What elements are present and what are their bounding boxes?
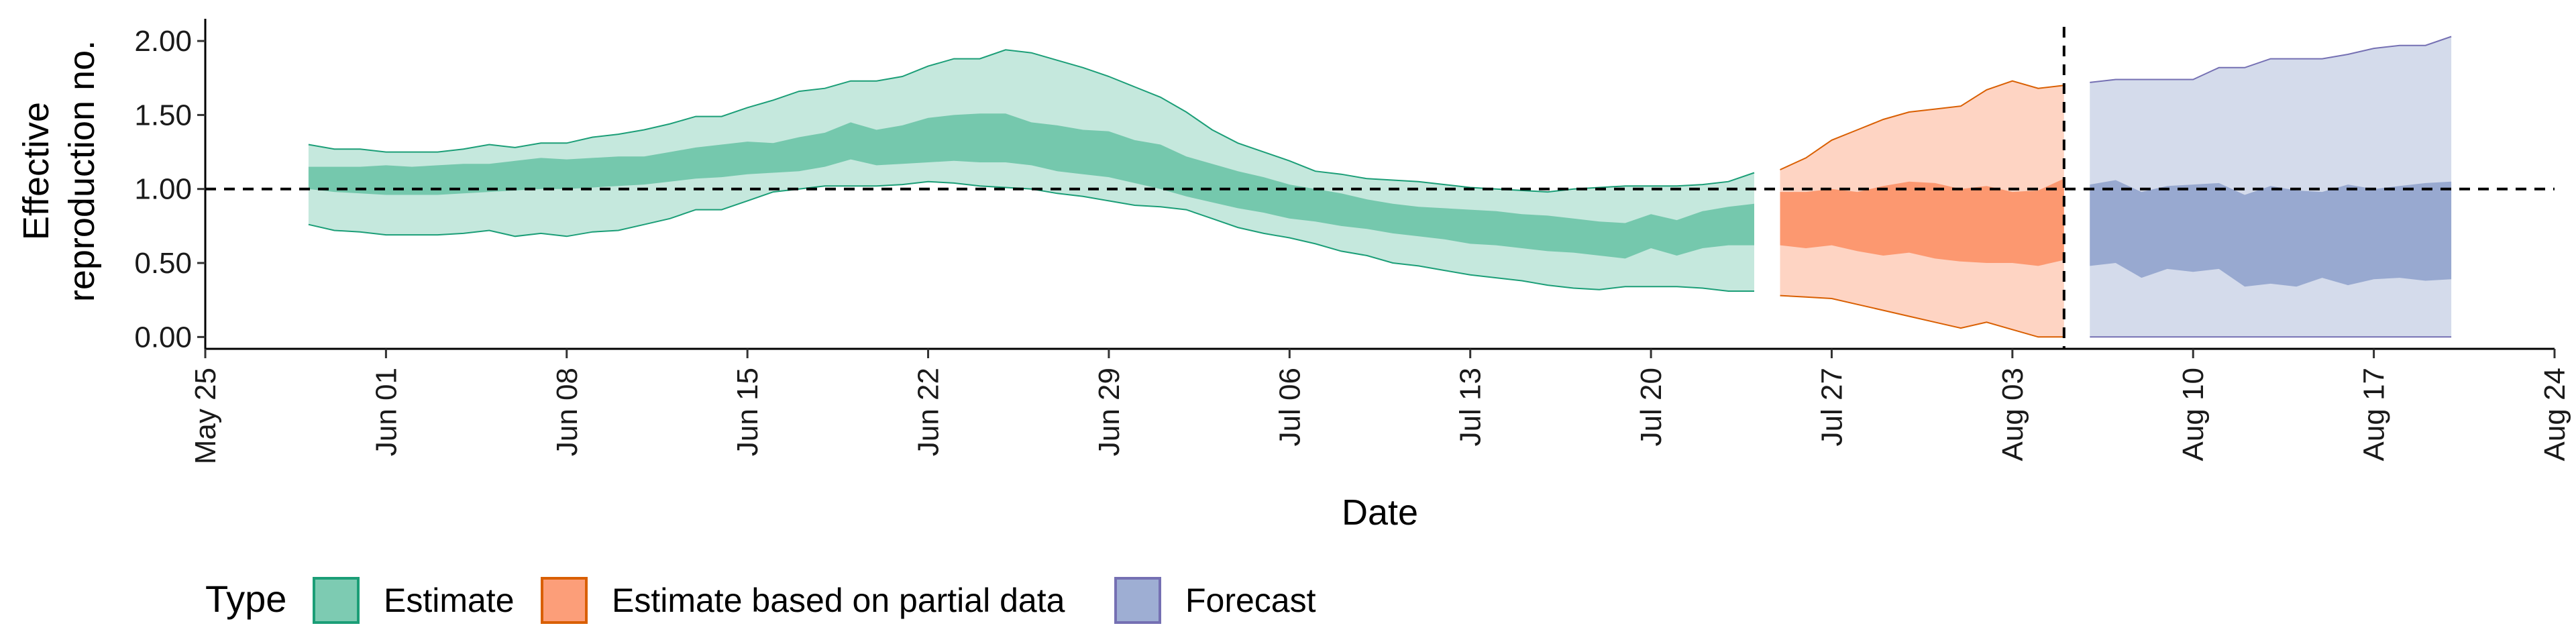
x-tick-label: Jul 06 bbox=[1273, 368, 1306, 446]
legend-title: Type bbox=[205, 578, 286, 620]
legend-swatch-estimate-based-on-partial-data bbox=[541, 577, 588, 624]
legend-item-estimate: Estimate bbox=[313, 577, 515, 624]
y-tick-label: 1.00 bbox=[134, 173, 192, 206]
legend-label-estimate-based-on-partial-data: Estimate based on partial data bbox=[612, 582, 1065, 619]
y-tick-label: 1.50 bbox=[134, 99, 192, 131]
x-tick-label: Aug 10 bbox=[2177, 368, 2210, 461]
x-tick-label: Aug 03 bbox=[1996, 368, 2029, 461]
x-tick-label: Jun 15 bbox=[731, 368, 764, 456]
series-estimate-based-on-partial-data bbox=[1780, 80, 2064, 338]
x-tick-label: Jun 01 bbox=[370, 368, 402, 456]
series-forecast bbox=[2090, 36, 2452, 338]
x-tick-label: Jul 20 bbox=[1635, 368, 1668, 446]
y-axis-title: Effective reproduction no. bbox=[16, 40, 102, 302]
x-tick-label: Aug 17 bbox=[2358, 368, 2391, 461]
legend-swatch-forecast bbox=[1114, 577, 1161, 624]
forecast-inner-band bbox=[2090, 180, 2452, 287]
estimate-outer-lower-line bbox=[308, 180, 1754, 292]
legend-swatch-estimate bbox=[313, 577, 360, 624]
y-axis-title-line-2: reproduction no. bbox=[62, 40, 102, 302]
y-axis: 0.00 0.50 1.00 1.50 2.00 bbox=[134, 19, 207, 354]
legend-item-estimate-based-on-partial-data: Estimate based on partial data bbox=[541, 577, 1065, 624]
legend: Type Estimate Estimate based on partial d… bbox=[205, 577, 1316, 624]
estimate-based-on-partial-data-inner-band bbox=[1780, 178, 2064, 266]
x-tick-label: Jul 27 bbox=[1816, 368, 1849, 446]
x-tick-label: Jun 08 bbox=[551, 368, 584, 456]
estimate-based-on-partial-data-outer-upper-line bbox=[1780, 80, 2064, 170]
estimate-based-on-partial-data-outer-lower-line bbox=[1780, 294, 2064, 338]
legend-item-forecast: Forecast bbox=[1114, 577, 1316, 624]
legend-label-forecast: Forecast bbox=[1185, 582, 1316, 619]
x-axis: May 25 Jun 01 Jun 08 Jun 15 Jun 22 Jun 29 Jul … bbox=[189, 347, 2571, 464]
reference-lines bbox=[205, 27, 2555, 349]
x-tick-label: Jul 13 bbox=[1454, 368, 1487, 446]
series-estimate bbox=[308, 49, 1755, 292]
x-tick-label: Jun 22 bbox=[912, 368, 945, 456]
estimate-inner-band bbox=[308, 113, 1755, 259]
forecast-outer-upper-line bbox=[2090, 36, 2452, 83]
x-tick-label: Jun 29 bbox=[1093, 368, 1126, 456]
y-tick-label: 2.00 bbox=[134, 25, 192, 58]
y-tick-label: 0.50 bbox=[134, 247, 192, 280]
y-tick-label: 0.00 bbox=[134, 321, 192, 354]
x-tick-label: Aug 24 bbox=[2538, 368, 2571, 461]
series-bands bbox=[308, 36, 2452, 338]
x-tick-label: May 25 bbox=[189, 368, 222, 464]
legend-label-estimate: Estimate bbox=[384, 582, 515, 619]
estimate-outer-upper-line bbox=[308, 49, 1755, 193]
x-axis-title: Date bbox=[1342, 492, 1418, 533]
y-axis-title-line-1: Effective bbox=[16, 102, 56, 240]
